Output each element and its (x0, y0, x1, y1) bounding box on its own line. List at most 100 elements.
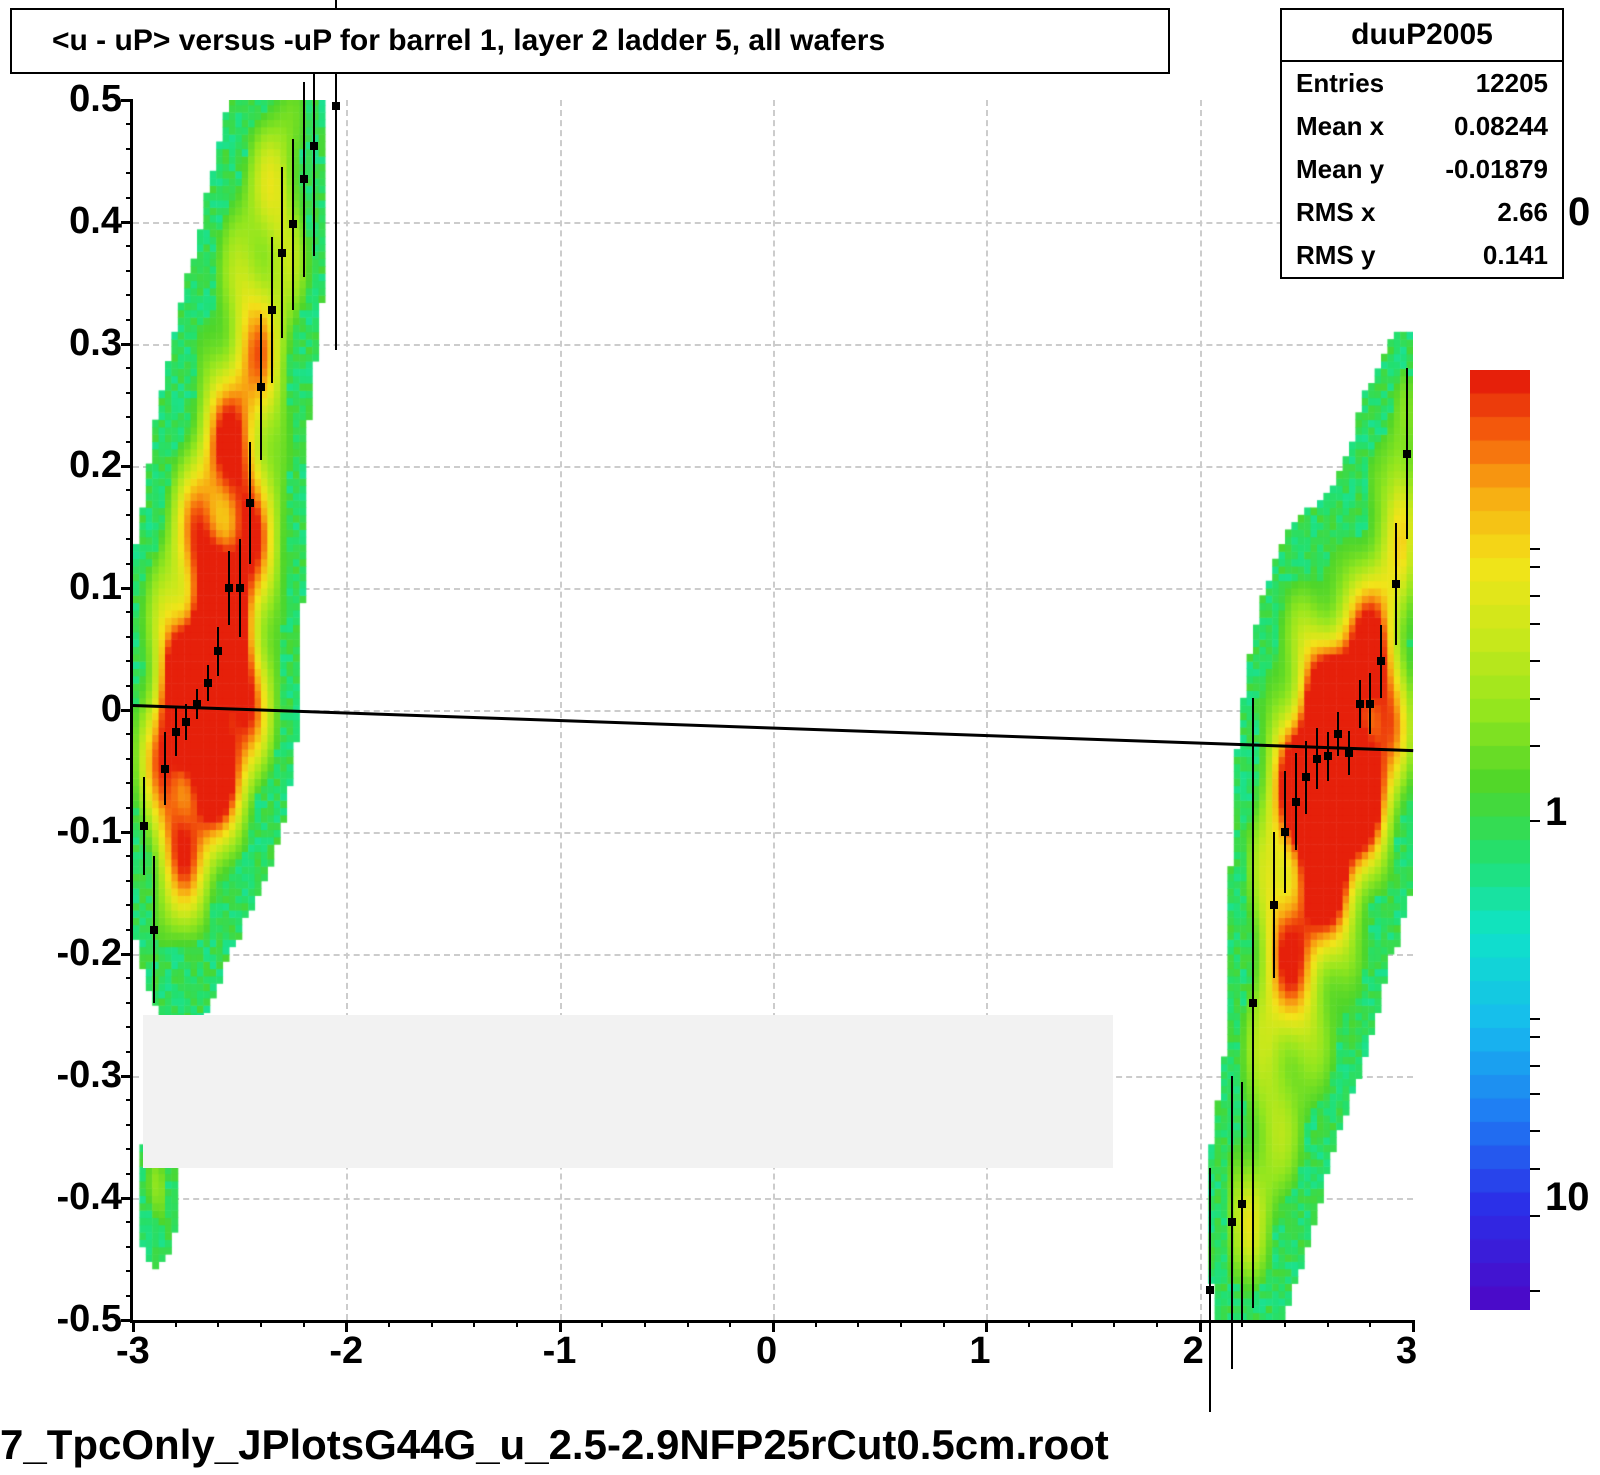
tick-x-minor (217, 1320, 219, 1327)
y-axis-label: 0.5 (12, 78, 122, 121)
tick-x-minor (1156, 1320, 1158, 1327)
data-marker (1366, 700, 1374, 708)
bottom-filename: 7_TpcOnly_JPlotsG44G_u_2.5-2.9NFP25rCut0… (0, 1421, 1109, 1469)
colorbar-label: 10 (1545, 1175, 1590, 1220)
tick-y (121, 1075, 133, 1078)
tick-y-minor (126, 1221, 133, 1223)
tick-y-minor (126, 977, 133, 979)
y-axis-label: 0.3 (12, 322, 122, 365)
colorbar-tick (1530, 1018, 1540, 1020)
chart-title-box: <u - uP> versus -uP for barrel 1, layer … (10, 8, 1170, 74)
y-axis-label: 0.4 (12, 200, 122, 243)
stats-rows: Entries12205Mean x0.08244Mean y-0.01879R… (1282, 62, 1562, 277)
stats-title: duuP2005 (1282, 10, 1562, 62)
tick-y-minor (126, 1124, 133, 1126)
tick-x-minor (175, 1320, 177, 1327)
tick-y-minor (126, 1173, 133, 1175)
tick-x-minor (1369, 1320, 1371, 1327)
data-marker (1270, 901, 1278, 909)
tick-y-minor (126, 172, 133, 174)
tick-y-minor (126, 416, 133, 418)
stats-val: 12205 (1476, 68, 1548, 99)
tick-y (121, 831, 133, 834)
stats-row: RMS y 0.141 (1282, 234, 1562, 277)
tick-y (121, 587, 133, 590)
tick-y-minor (126, 733, 133, 735)
colorbar-tick (1530, 1130, 1540, 1132)
tick-y-minor (126, 148, 133, 150)
tick-y-minor (126, 392, 133, 394)
data-marker (214, 647, 222, 655)
data-marker (225, 584, 233, 592)
tick-x-minor (687, 1320, 689, 1327)
stats-row: RMS x2.66 (1282, 191, 1562, 234)
tick-x-minor (260, 1320, 262, 1327)
tick-y (121, 709, 133, 712)
data-marker (1403, 450, 1411, 458)
colorbar-tick (1530, 1065, 1540, 1067)
tick-x-minor (303, 1320, 305, 1327)
colorbar-tick (1530, 566, 1540, 568)
y-axis-label: -0.2 (12, 932, 122, 975)
data-marker (332, 102, 340, 110)
data-marker (140, 822, 148, 830)
data-marker (1377, 657, 1385, 665)
colorbar-tick (1530, 1215, 1540, 1217)
tick-x-minor (1113, 1320, 1115, 1327)
tick-y-minor (126, 1295, 133, 1297)
stats-row: Mean x0.08244 (1282, 105, 1562, 148)
stats-key: Mean x (1296, 111, 1384, 142)
tick-y-minor (126, 1026, 133, 1028)
data-marker (1356, 700, 1364, 708)
tick-y-minor (126, 904, 133, 906)
stats-box: duuP2005 Entries12205Mean x0.08244Mean y… (1280, 8, 1564, 279)
data-marker (172, 728, 180, 736)
colorbar-tick (1530, 548, 1540, 550)
x-axis-label: -3 (116, 1330, 150, 1373)
extra-zero: 0 (1568, 190, 1590, 235)
tick-x-minor (943, 1320, 945, 1327)
tick-x-minor (1327, 1320, 1329, 1327)
data-marker (204, 679, 212, 687)
stats-row: Mean y-0.01879 (1282, 148, 1562, 191)
data-marker (1292, 798, 1300, 806)
data-marker (1281, 828, 1289, 836)
tick-y-minor (126, 685, 133, 687)
x-axis-label: -2 (329, 1330, 363, 1373)
tick-y-minor (126, 660, 133, 662)
data-marker (246, 499, 254, 507)
colorbar-tick (1530, 745, 1540, 747)
data-marker (1313, 755, 1321, 763)
y-axis-label: 0 (12, 688, 122, 731)
colorbar (1470, 370, 1530, 1310)
tick-x-minor (1284, 1320, 1286, 1327)
tick-x-minor (1028, 1320, 1030, 1327)
data-marker (182, 718, 190, 726)
data-marker (257, 383, 265, 391)
tick-x-minor (729, 1320, 731, 1327)
colorbar-tick (1530, 660, 1540, 662)
data-marker (278, 249, 286, 257)
tick-y-minor (126, 611, 133, 613)
tick-x-minor (815, 1320, 817, 1327)
tick-y-minor (126, 538, 133, 540)
data-marker (236, 584, 244, 592)
tick-x-minor (388, 1320, 390, 1327)
data-marker (1206, 1286, 1214, 1294)
tick-y-minor (126, 1148, 133, 1150)
stats-key: RMS y (1296, 240, 1375, 271)
chart-title: <u - uP> versus -uP for barrel 1, layer … (52, 24, 885, 58)
tick-x-minor (1071, 1320, 1073, 1327)
tick-y-minor (126, 245, 133, 247)
tick-y (121, 953, 133, 956)
tick-y-minor (126, 807, 133, 809)
stats-val: 0.141 (1483, 240, 1548, 271)
data-marker (300, 175, 308, 183)
data-marker (310, 142, 318, 150)
tick-y-minor (126, 1002, 133, 1004)
tick-y-minor (126, 855, 133, 857)
tick-y-minor (126, 270, 133, 272)
tick-y-minor (126, 1051, 133, 1053)
tick-y-minor (126, 782, 133, 784)
y-axis-label: -0.5 (12, 1298, 122, 1341)
